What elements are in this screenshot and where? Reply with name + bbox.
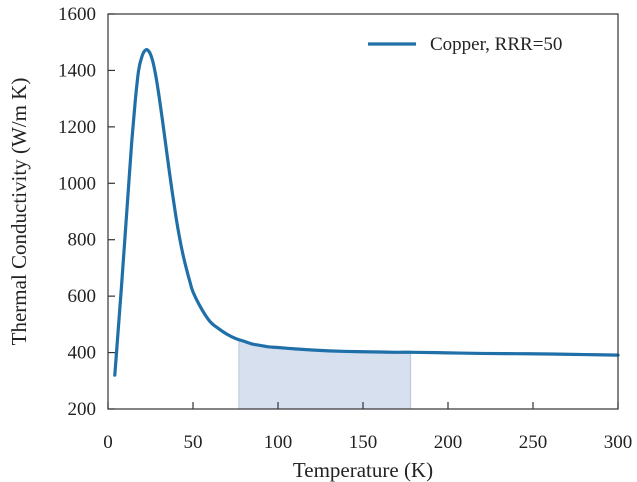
legend-label-copper: Copper, RRR=50 — [430, 34, 562, 55]
y-tick-label: 200 — [68, 399, 97, 420]
y-tick-label: 800 — [68, 230, 97, 251]
series-line-copper — [113, 48, 620, 377]
y-tick-label: 400 — [68, 343, 97, 364]
plot-frame — [107, 13, 619, 410]
legend: Copper, RRR=50 — [368, 34, 562, 55]
x-axis: 0 50 100 150 200 250 300 — [103, 402, 632, 453]
x-axis-title: Temperature (K) — [293, 458, 433, 482]
x-tick-label: 50 — [184, 432, 203, 453]
y-tick-label: 1000 — [58, 173, 96, 194]
x-tick-label: 100 — [264, 432, 293, 453]
y-tick-label: 600 — [68, 286, 97, 307]
y-tick-label: 1600 — [58, 4, 96, 25]
x-tick-label: 300 — [604, 432, 633, 453]
y-axis-title: Thermal Conductivity (W/m K) — [7, 78, 31, 346]
x-tick-label: 200 — [434, 432, 463, 453]
x-tick-label: 150 — [349, 432, 378, 453]
y-axis: 200 400 600 800 1000 1200 1400 1600 — [58, 4, 115, 420]
x-tick-label: 250 — [519, 432, 548, 453]
y-tick-label: 1400 — [58, 60, 96, 81]
x-tick-label: 0 — [103, 432, 113, 453]
y-tick-label: 1200 — [58, 117, 96, 138]
